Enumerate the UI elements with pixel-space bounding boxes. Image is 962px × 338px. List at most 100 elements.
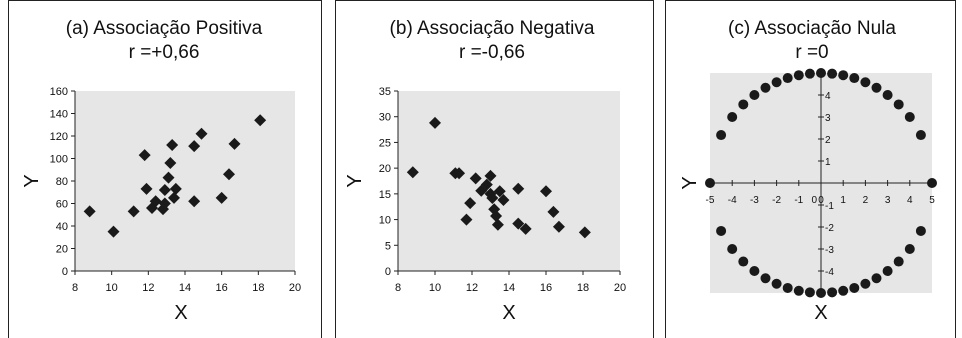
data-point (460, 213, 473, 226)
data-point (228, 137, 241, 150)
panel-a-title: (a) Associação Positiva (66, 18, 263, 39)
panel-b-points (406, 116, 591, 239)
data-point (519, 222, 532, 235)
y-tick-label: 15 (379, 189, 391, 201)
y-tick-label: 40 (56, 221, 68, 233)
data-point (164, 157, 177, 169)
data-point (469, 172, 482, 185)
x-tick-label: 20 (614, 282, 626, 294)
data-point (927, 178, 937, 188)
x-tick-label: 20 (289, 282, 301, 294)
y-tick-label: 10 (379, 215, 391, 227)
data-point (904, 112, 915, 122)
x-tick-label: -2 (772, 195, 781, 206)
data-point (882, 90, 893, 100)
data-point (782, 282, 793, 293)
data-point (771, 77, 782, 88)
y-tick-label: 20 (379, 163, 391, 175)
x-tick-label: 0 (818, 195, 824, 206)
panel-c-y-label: Y (679, 176, 701, 189)
data-point (83, 205, 96, 218)
x-tick-label: 18 (577, 282, 589, 294)
y-tick-label: 35 (379, 86, 391, 98)
data-point (893, 99, 904, 110)
data-point (406, 166, 419, 179)
data-point (158, 197, 171, 210)
data-point (727, 112, 738, 122)
data-point (127, 205, 140, 218)
x-tick-label: -3 (750, 195, 759, 206)
data-point (838, 70, 849, 81)
data-point (716, 225, 727, 236)
data-point (915, 130, 926, 141)
data-point (149, 195, 162, 208)
data-point (491, 218, 504, 231)
panel-c-subtitle: r =0 (795, 42, 828, 63)
y-tick-label: 120 (50, 131, 68, 143)
data-point (705, 178, 715, 188)
data-point (827, 68, 838, 79)
y-tick-label: 0 (385, 266, 391, 278)
data-point (429, 116, 441, 129)
y-tick-label: 30 (379, 112, 391, 124)
data-point (168, 191, 180, 204)
y-tick-label: 80 (56, 176, 68, 188)
panel-b-title: (b) Associação Negativa (390, 18, 595, 39)
y-tick-label: -1 (825, 201, 834, 212)
data-point (188, 140, 201, 153)
panel-b-y-label: Y (344, 174, 366, 187)
data-point (749, 266, 760, 276)
y-tick-label: 1 (825, 157, 831, 168)
x-tick-label: 16 (540, 282, 552, 294)
data-point (782, 73, 793, 84)
data-point (169, 182, 182, 195)
data-point (195, 127, 208, 140)
data-point (816, 68, 826, 78)
y-tick-label: -4 (825, 267, 834, 278)
data-point (497, 194, 510, 207)
x-tick-label: 3 (885, 195, 891, 206)
x-tick-label: 14 (503, 282, 515, 294)
y-tick-label: 100 (50, 154, 68, 166)
data-point (871, 273, 882, 284)
data-point (727, 244, 738, 254)
data-point (860, 278, 871, 289)
data-point (512, 182, 525, 195)
panel-frame-c (665, 0, 956, 338)
origin-label: 0 (811, 195, 817, 206)
y-tick-label: 0 (62, 266, 68, 278)
data-point (849, 73, 860, 84)
data-point (453, 167, 466, 180)
data-point (578, 226, 591, 239)
data-point (827, 287, 838, 298)
y-tick-label: 2 (825, 135, 831, 146)
data-point (749, 90, 760, 100)
data-point (158, 184, 171, 196)
y-tick-label: 5 (385, 240, 391, 252)
data-point (716, 130, 727, 141)
data-point (804, 68, 815, 79)
data-point (484, 169, 497, 182)
x-tick-label: 10 (429, 282, 441, 294)
data-point (871, 82, 882, 93)
data-point (804, 287, 815, 298)
x-tick-label: 14 (179, 282, 191, 294)
x-tick-label: -1 (794, 195, 803, 206)
x-tick-label: 5 (929, 195, 935, 206)
panel-frame-a (8, 0, 322, 338)
data-point (893, 256, 904, 267)
x-tick-label: 8 (395, 282, 401, 294)
panel-a-y-label: Y (21, 174, 43, 187)
panel-positive-association: (a) Associação Positiva r =+0,66 8 10 12 14… (21, 18, 301, 324)
panel-a-points (83, 114, 267, 238)
y-tick-label: 140 (50, 109, 68, 121)
panel-b-subtitle: r =-0,66 (459, 42, 525, 63)
data-point (254, 114, 267, 127)
data-point (882, 266, 893, 276)
x-tick-label: -4 (728, 195, 737, 206)
data-point (738, 99, 749, 110)
panel-a-subtitle: r =+0,66 (129, 42, 200, 63)
data-point (849, 282, 860, 293)
